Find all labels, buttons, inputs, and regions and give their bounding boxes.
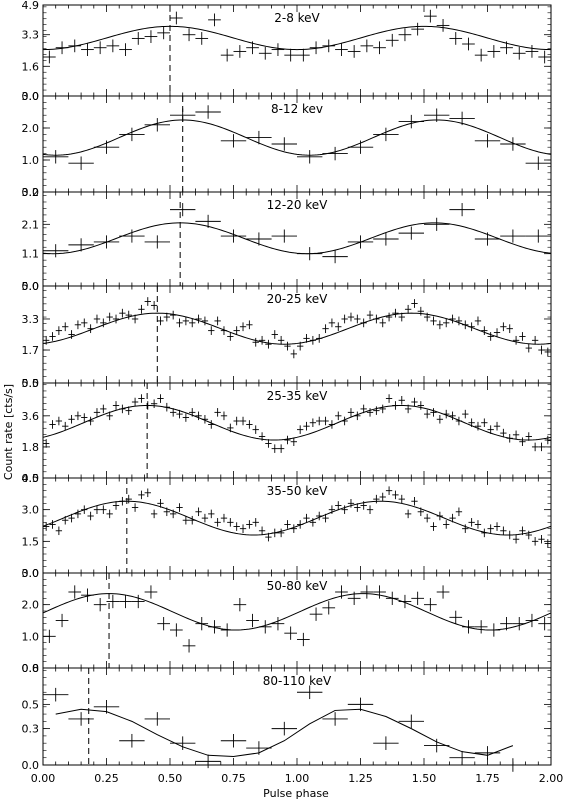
y-tick-label: 2.0 xyxy=(22,599,40,612)
y-tick-label: 4.9 xyxy=(22,0,40,12)
y-tick-label: 5.5 xyxy=(22,377,40,390)
x-tick-label: 1.00 xyxy=(285,772,310,785)
y-tick-label: 0.0 xyxy=(22,186,40,199)
y-tick-label: 3.3 xyxy=(22,313,40,326)
x-axis-label: Pulse phase xyxy=(263,787,329,800)
y-axis-label: Count rate [cts/s] xyxy=(2,384,15,480)
model-curve xyxy=(42,25,552,51)
y-tick-label: 0.0 xyxy=(22,90,40,103)
panel-8: 0.0 0.3 0.5 0.8 80-110 keV xyxy=(22,662,552,772)
x-tick-label: 1.75 xyxy=(475,772,500,785)
y-tick-label: 1.6 xyxy=(22,60,40,73)
x-tick-label: 0.75 xyxy=(221,772,246,785)
y-tick-label: 3.0 xyxy=(22,504,40,517)
x-tick-labels: 0.00 0.25 0.50 0.75 1.00 1.25 1.50 1.75 2.00 xyxy=(31,772,564,785)
y-tick-label: 2.0 xyxy=(22,122,40,135)
y-tick-label: 0.0 xyxy=(22,567,40,580)
y-tick-label: 3.0 xyxy=(22,567,40,580)
y-tick-label: 0.0 xyxy=(22,759,40,772)
model-curve xyxy=(42,404,552,441)
y-tick-label: 1.8 xyxy=(22,441,40,454)
y-tick-label: 3.0 xyxy=(22,90,40,103)
y-tick-label: 0.5 xyxy=(22,698,40,711)
y-tick-label: 0.0 xyxy=(22,472,40,485)
y-tick-label: 1.1 xyxy=(22,248,40,261)
model-curve xyxy=(42,593,552,631)
y-tick-label: 0.0 xyxy=(22,662,40,675)
panel-label: 50-80 keV xyxy=(267,579,329,593)
model-curve xyxy=(42,119,552,156)
y-tick-label: 1.0 xyxy=(22,154,40,167)
model-curve xyxy=(55,708,514,758)
model-curve xyxy=(42,222,552,255)
model-curve xyxy=(42,312,552,345)
y-tick-label: 2.1 xyxy=(22,218,40,231)
panel-label: 2-8 keV xyxy=(274,11,320,25)
model-curve xyxy=(42,500,552,536)
y-tick-label: 1.0 xyxy=(22,630,40,643)
panel-7: 0.0 1.0 2.0 3.0 50-80 keV xyxy=(22,567,552,675)
panel-5: 0.0 1.8 3.6 5.5 25-35 keV xyxy=(22,377,552,485)
panel-1: 0.0 1.6 3.3 4.9 2-8 keV xyxy=(22,0,552,103)
x-tick-label: 2.00 xyxy=(539,772,564,785)
panel-4: 0.0 1.7 3.3 5.0 20-25 keV xyxy=(22,280,552,390)
y-tick-label: 1.7 xyxy=(22,344,40,357)
panel-label: 80-110 keV xyxy=(263,674,332,688)
x-tick-label: 0.00 xyxy=(31,772,56,785)
panel-label: 35-50 keV xyxy=(267,484,329,498)
panel-3: 0.0 1.1 2.1 3.2 12-20 keV xyxy=(22,186,552,293)
x-tick-label: 1.50 xyxy=(412,772,437,785)
y-tick-label: 0.0 xyxy=(22,280,40,293)
x-tick-label: 1.25 xyxy=(348,772,373,785)
y-tick-label: 0.0 xyxy=(22,377,40,390)
y-tick-label: 3.2 xyxy=(22,186,40,199)
y-tick-label: 4.5 xyxy=(22,472,40,485)
y-tick-label: 0.8 xyxy=(22,662,40,675)
x-tick-label: 0.25 xyxy=(94,772,119,785)
y-tick-label: 0.3 xyxy=(22,723,40,736)
panel-label: 25-35 keV xyxy=(267,389,329,403)
y-tick-label: 3.3 xyxy=(22,29,40,42)
panel-2: 0.0 1.0 2.0 3.0 8-12 kev xyxy=(22,90,552,199)
panel-label: 12-20 keV xyxy=(267,198,329,212)
panel-6: 0.0 1.5 3.0 4.5 35-50 keV xyxy=(22,472,552,580)
y-tick-label: 5.0 xyxy=(22,280,40,293)
y-tick-label: 3.6 xyxy=(22,410,40,423)
panel-label: 8-12 kev xyxy=(271,102,323,116)
y-tick-label: 1.5 xyxy=(22,535,40,548)
x-tick-label: 0.50 xyxy=(158,772,183,785)
panel-label: 20-25 keV xyxy=(267,292,329,306)
